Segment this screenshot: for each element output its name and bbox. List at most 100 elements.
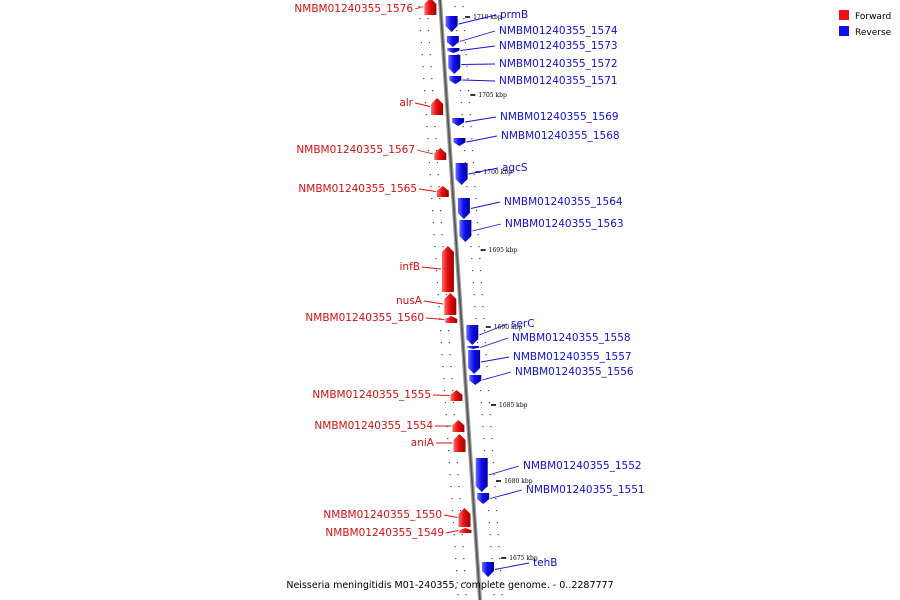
gene-feature: NMBM01240355_1576 — [294, 0, 437, 15]
guide-dot — [444, 390, 446, 392]
guide-dot — [476, 210, 478, 212]
gene-feature: NMBM01240355_1551 — [477, 484, 645, 504]
guide-dot — [435, 138, 437, 140]
gene-label: alr — [399, 97, 413, 109]
guide-dot — [475, 198, 477, 200]
reverse-gene-arrow — [466, 325, 479, 345]
gene-feature: aniA — [411, 434, 466, 452]
gene-leader-line — [432, 394, 450, 396]
gene-feature: NMBM01240355_1556 — [469, 366, 634, 385]
guide-dot — [420, 30, 422, 32]
scale-tick-label: 1685 kbp — [499, 402, 528, 409]
gene-feature: NMBM01240355_1565 — [298, 183, 449, 197]
gene-leader-line — [465, 116, 497, 123]
guide-dot — [488, 522, 490, 524]
gene-feature: NMBM01240355_1554 — [314, 420, 465, 432]
forward-gene-arrow — [459, 528, 472, 533]
guide-dot — [459, 498, 461, 500]
guide-dot — [454, 6, 456, 8]
gene-feature: nusA — [396, 293, 457, 315]
guide-dot — [480, 390, 482, 392]
guide-dot — [491, 438, 493, 440]
guide-dot — [482, 426, 484, 428]
gene-label: tehB — [533, 557, 557, 569]
gene-label: NMBM01240355_1550 — [323, 509, 442, 521]
guide-dot — [481, 414, 483, 416]
guide-dot — [460, 102, 462, 104]
guide-dot — [428, 162, 430, 164]
guide-dot — [452, 510, 454, 512]
guide-dot — [489, 534, 491, 536]
forward-gene-arrow — [436, 186, 449, 197]
guide-dot — [461, 534, 463, 536]
guide-dot — [463, 558, 465, 560]
guide-dot — [438, 306, 440, 308]
reverse-gene-arrow — [468, 350, 481, 374]
gene-label: NMBM01240355_1564 — [504, 196, 623, 208]
gene-leader-line — [423, 300, 444, 305]
guide-dot — [422, 66, 424, 68]
gene-feature: NMBM01240355_1563 — [459, 218, 624, 242]
guide-dot — [421, 54, 423, 56]
guide-dot — [468, 102, 470, 104]
guide-dot — [488, 402, 490, 404]
forward-gene-arrow — [452, 420, 465, 432]
gene-label: NMBM01240355_1557 — [513, 351, 632, 363]
guide-dot — [483, 438, 485, 440]
guide-dot — [469, 114, 471, 116]
guide-dot — [425, 114, 427, 116]
gene-feature: prmB — [445, 9, 528, 32]
guide-dot — [438, 186, 440, 188]
gene-feature: NMBM01240355_1557 — [468, 350, 632, 374]
guide-dot — [493, 474, 495, 476]
reverse-gene-arrow — [477, 493, 490, 504]
gene-label: NMBM01240355_1555 — [312, 389, 431, 401]
guide-dot — [436, 150, 438, 152]
gene-leader-line — [470, 201, 501, 209]
guide-dot — [443, 378, 445, 380]
guide-dot — [439, 318, 441, 320]
reverse-gene-arrow — [469, 375, 482, 385]
guide-dot — [481, 294, 483, 296]
gene-leader-line — [494, 562, 530, 570]
guide-dot — [453, 414, 455, 416]
guide-dot — [472, 162, 474, 164]
guide-dot — [445, 294, 447, 296]
guide-dot — [440, 210, 442, 212]
guide-dot — [496, 510, 498, 512]
guide-dot — [420, 42, 422, 44]
gene-label: NMBM01240355_1571 — [499, 75, 618, 87]
guide-dot — [462, 6, 464, 8]
gene-feature: NMBM01240355_1568 — [453, 130, 620, 146]
forward-gene-arrow — [450, 390, 463, 401]
guide-dot — [431, 78, 433, 80]
guide-dot — [447, 438, 449, 440]
guide-dot — [486, 366, 488, 368]
guide-dot — [450, 366, 452, 368]
gene-label: NMBM01240355_1576 — [294, 3, 413, 15]
guide-dot — [466, 186, 468, 188]
forward-gene-arrow — [434, 148, 447, 160]
guide-dot — [428, 150, 430, 152]
guide-dot — [489, 414, 491, 416]
legend-reverse-swatch — [839, 26, 849, 36]
guide-dot — [442, 246, 444, 248]
gene-feature: alr — [399, 97, 444, 115]
gene-leader-line — [418, 188, 436, 192]
gene-leader-line — [414, 6, 424, 10]
guide-dot — [480, 270, 482, 272]
guide-dot — [450, 486, 452, 488]
guide-dot — [437, 294, 439, 296]
guide-dot — [457, 594, 459, 596]
forward-gene-arrow — [445, 316, 458, 323]
gene-leader-line — [462, 79, 496, 82]
guide-dot — [437, 174, 439, 176]
guide-dot — [436, 282, 438, 284]
guide-dot — [428, 42, 430, 44]
guide-dot — [478, 246, 480, 248]
reverse-gene-arrow — [447, 48, 460, 53]
guide-dot — [452, 402, 454, 404]
guide-dot — [461, 114, 463, 116]
guide-dot — [434, 126, 436, 128]
guide-dot — [500, 570, 502, 572]
